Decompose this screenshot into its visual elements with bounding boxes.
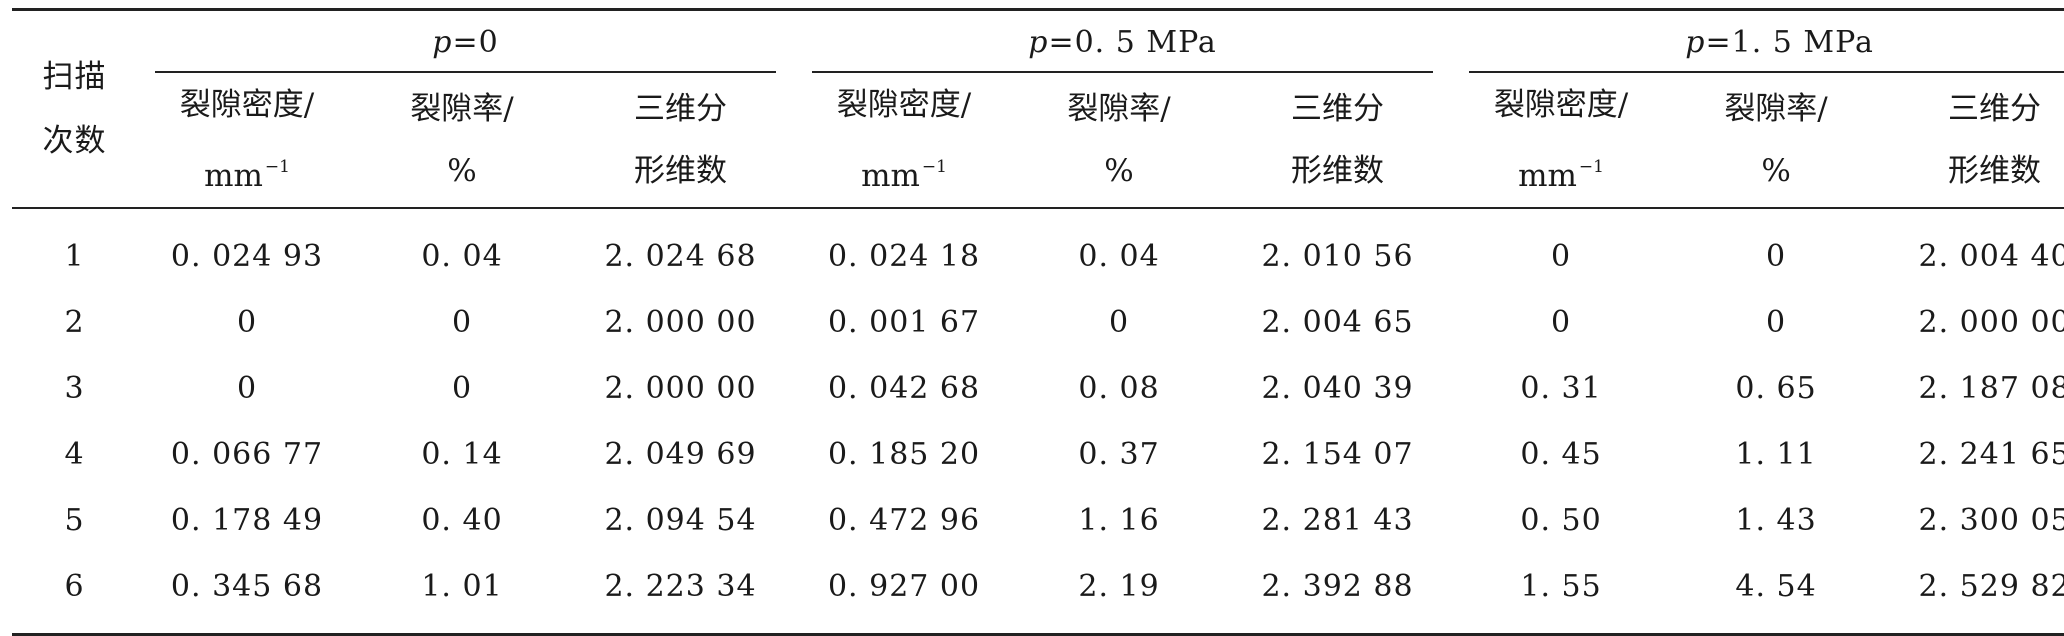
data-cell: 2. 000 00 bbox=[1918, 304, 2064, 340]
data-cell: 1. 11 bbox=[1735, 436, 1817, 472]
table-row: 5 0. 178 49 0. 40 2. 094 54 0. 472 96 1.… bbox=[12, 487, 2064, 553]
data-cell: 0. 65 bbox=[1735, 370, 1817, 406]
data-cell: 0. 024 93 bbox=[170, 238, 324, 274]
data-cell: 0. 345 68 bbox=[137, 553, 357, 636]
scan-cell: 2 bbox=[64, 304, 85, 340]
crack-data-table: 扫描 次数 p=0 p=0. 5 MPa p=1. 5 MPa 裂隙密度/mm −… bbox=[12, 8, 2064, 636]
data-cell: 2. 223 34 bbox=[567, 553, 795, 636]
data-cell: 0. 042 68 bbox=[827, 370, 981, 406]
data-cell: 0. 45 bbox=[1520, 436, 1602, 472]
data-cell: 0 bbox=[451, 304, 473, 340]
crack-data-table-wrapper: 扫描 次数 p=0 p=0. 5 MPa p=1. 5 MPa 裂隙密度/mm −… bbox=[12, 8, 2064, 636]
rate-header: 裂隙率/% bbox=[1671, 73, 1882, 209]
data-cell: 0. 472 96 bbox=[827, 502, 981, 538]
data-cell: 0 bbox=[1551, 304, 1572, 340]
data-cell: 0. 927 00 bbox=[794, 553, 1015, 636]
data-cell: 2. 004 40 bbox=[1918, 238, 2064, 274]
data-cell: 0 bbox=[1766, 238, 1787, 274]
data-cell: 2. 300 05 bbox=[1918, 502, 2064, 538]
data-cell: 2. 187 08 bbox=[1918, 370, 2064, 406]
data-cell: 0 bbox=[236, 304, 258, 340]
data-cell: 2. 000 00 bbox=[604, 370, 757, 406]
dimension-header: 三维分 形维数 bbox=[1881, 73, 2064, 209]
group-header-p05: p=0. 5 MPa bbox=[794, 8, 1452, 73]
data-cell: 0 bbox=[1551, 238, 1572, 274]
data-cell: 0 bbox=[236, 370, 258, 406]
density-header: 裂隙密度/mm −1 bbox=[137, 73, 357, 209]
density-header: 裂隙密度/mm −1 bbox=[794, 73, 1015, 209]
scan-count-header: 扫描 次数 bbox=[12, 8, 137, 209]
data-cell: 0 bbox=[1108, 304, 1130, 340]
data-cell: 0. 50 bbox=[1520, 502, 1602, 538]
scan-cell: 1 bbox=[64, 238, 85, 274]
sub-header-row: 裂隙密度/mm −1 裂隙率/% 三维分 形维数 裂隙密度/mm −1 裂隙率/% 三… bbox=[12, 73, 2064, 209]
dimension-header: 三维分 形维数 bbox=[567, 73, 795, 209]
group-header-row: 扫描 次数 p=0 p=0. 5 MPa p=1. 5 MPa bbox=[12, 8, 2064, 209]
data-cell: 2. 529 82 bbox=[1881, 553, 2064, 636]
data-cell: 0. 066 77 bbox=[170, 436, 324, 472]
rate-header: 裂隙率/% bbox=[357, 73, 567, 209]
data-cell: 0. 14 bbox=[421, 436, 503, 472]
data-cell: 2. 000 00 bbox=[604, 304, 757, 340]
data-cell: 2. 004 65 bbox=[1261, 304, 1414, 340]
rate-header: 裂隙率/% bbox=[1014, 73, 1225, 209]
data-cell: 0. 001 67 bbox=[827, 304, 981, 340]
data-cell: 1. 01 bbox=[357, 553, 567, 636]
data-cell: 2. 281 43 bbox=[1261, 502, 1414, 538]
scan-cell: 3 bbox=[64, 370, 85, 406]
data-cell: 2. 040 39 bbox=[1261, 370, 1414, 406]
data-cell: 0. 185 20 bbox=[827, 436, 981, 472]
data-cell: 0 bbox=[1766, 304, 1787, 340]
data-cell: 2. 094 54 bbox=[604, 502, 757, 538]
data-cell: 2. 010 56 bbox=[1261, 238, 1414, 274]
data-cell: 1. 16 bbox=[1078, 502, 1160, 538]
data-cell: 0. 37 bbox=[1078, 436, 1160, 472]
data-cell: 1. 43 bbox=[1735, 502, 1817, 538]
table-row: 4 0. 066 77 0. 14 2. 049 69 0. 185 20 0.… bbox=[12, 421, 2064, 487]
table-row: 1 0. 024 93 0. 04 2. 024 68 0. 024 18 0.… bbox=[12, 208, 2064, 289]
data-cell: 2. 392 88 bbox=[1224, 553, 1452, 636]
data-cell: 0 bbox=[451, 370, 473, 406]
scan-cell: 5 bbox=[64, 502, 85, 538]
density-header: 裂隙密度/mm −1 bbox=[1451, 73, 1672, 209]
data-cell: 2. 154 07 bbox=[1261, 436, 1414, 472]
data-cell: 4. 54 bbox=[1671, 553, 1882, 636]
data-cell: 0. 024 18 bbox=[827, 238, 981, 274]
data-cell: 0. 04 bbox=[1078, 238, 1160, 274]
table-row: 2 0 0 2. 000 00 0. 001 67 0 2. 004 65 0 … bbox=[12, 289, 2064, 355]
data-cell: 0. 31 bbox=[1520, 370, 1602, 406]
data-cell: 1. 55 bbox=[1451, 553, 1672, 636]
data-cell: 2. 241 65 bbox=[1918, 436, 2064, 472]
group-header-p15: p=1. 5 MPa bbox=[1451, 8, 2064, 73]
dimension-header: 三维分 形维数 bbox=[1224, 73, 1452, 209]
data-cell: 2. 049 69 bbox=[604, 436, 757, 472]
data-cell: 0. 08 bbox=[1078, 370, 1160, 406]
scan-cell: 4 bbox=[64, 436, 85, 472]
data-cell: 2. 024 68 bbox=[604, 238, 757, 274]
group-header-p0: p=0 bbox=[137, 8, 795, 73]
table-row: 3 0 0 2. 000 00 0. 042 68 0. 08 2. 040 3… bbox=[12, 355, 2064, 421]
data-cell: 0. 04 bbox=[421, 238, 503, 274]
table-row: 6 0. 345 68 1. 01 2. 223 34 0. 927 00 2.… bbox=[12, 553, 2064, 636]
scan-cell: 6 bbox=[12, 553, 137, 636]
data-cell: 2. 19 bbox=[1014, 553, 1225, 636]
data-cell: 0. 40 bbox=[421, 502, 503, 538]
data-cell: 0. 178 49 bbox=[170, 502, 324, 538]
